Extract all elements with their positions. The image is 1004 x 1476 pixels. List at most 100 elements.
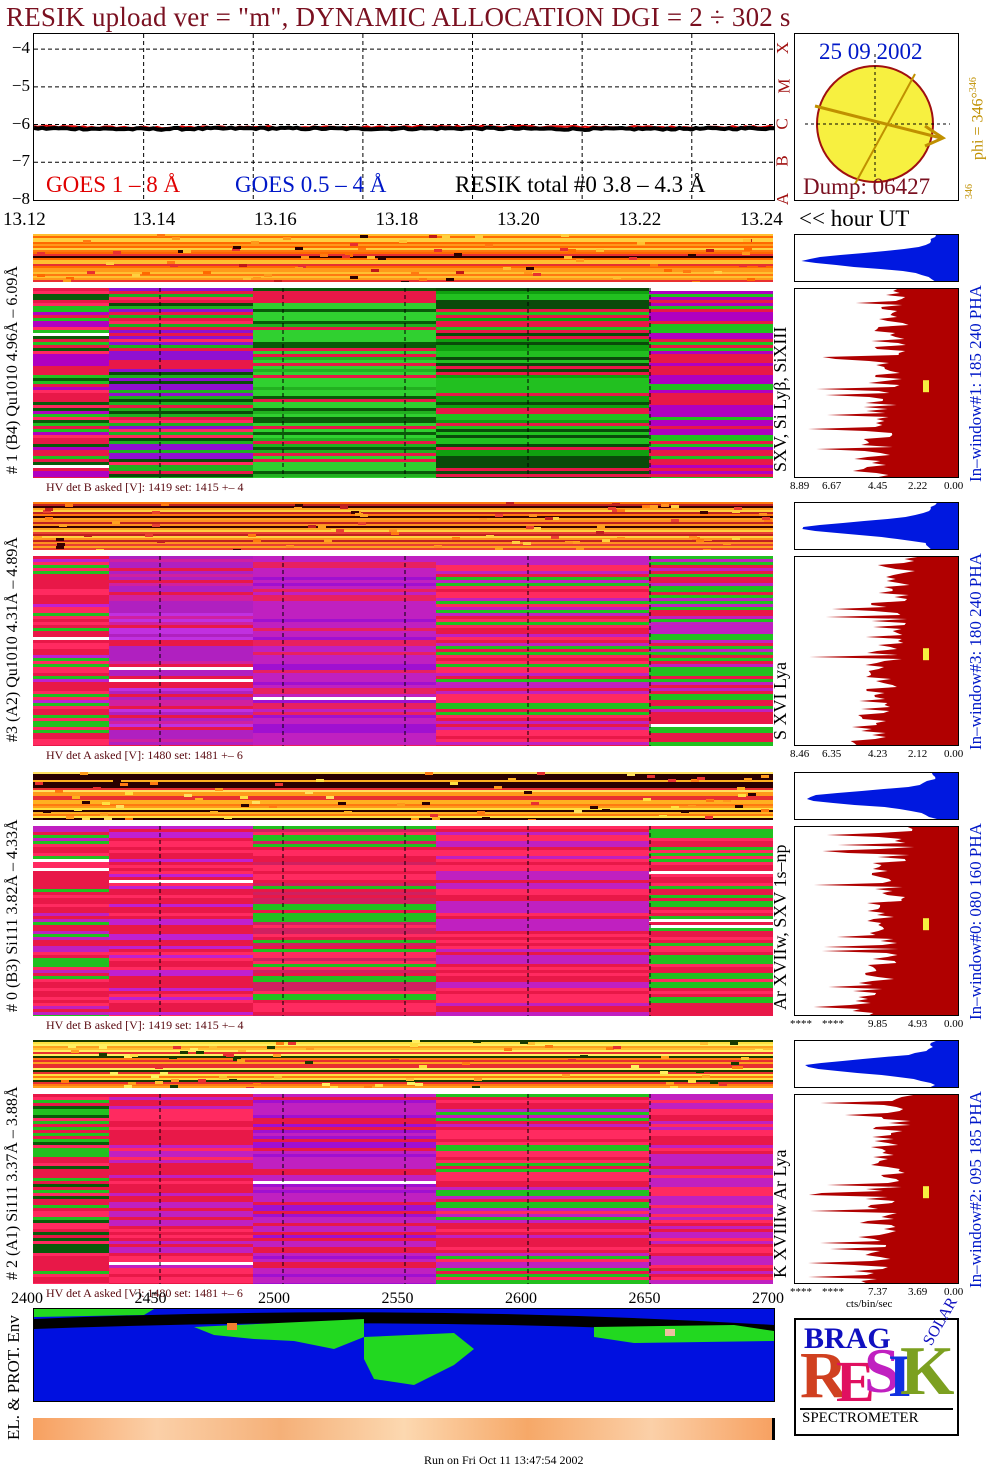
spectrogram-row bbox=[33, 1274, 109, 1277]
spectrogram-row bbox=[33, 1172, 109, 1175]
spectrum-cell bbox=[104, 817, 112, 820]
spectrogram-row bbox=[33, 832, 109, 835]
spectrogram-row bbox=[649, 958, 773, 961]
spectrogram-row bbox=[33, 1184, 109, 1187]
spectrum-cell bbox=[294, 507, 302, 510]
spectrum-row bbox=[33, 798, 773, 800]
spectrum-cell bbox=[520, 1041, 528, 1044]
spectrum-cell bbox=[35, 774, 43, 777]
spectrogram-row bbox=[33, 679, 109, 682]
spectrogram-row bbox=[649, 408, 773, 411]
spectrogram-row bbox=[649, 898, 773, 901]
spectrogram-row bbox=[253, 907, 436, 910]
spectrogram-row bbox=[33, 847, 109, 850]
spectrogram-row bbox=[436, 850, 649, 853]
spectrogram-row bbox=[649, 300, 773, 303]
env-tick-label: 2400 bbox=[11, 1290, 43, 1307]
detector-label: # 1 (B4) Qu1010 4.96Å – 6.09Å bbox=[4, 266, 21, 474]
spectrogram-row bbox=[33, 883, 109, 886]
spectrum-cell bbox=[167, 261, 175, 264]
spectrum-cell bbox=[494, 786, 502, 789]
env-panel bbox=[33, 1308, 775, 1402]
spectrogram-row bbox=[33, 1106, 109, 1109]
spectrogram-row bbox=[109, 949, 253, 952]
spectrogram-row bbox=[253, 471, 436, 474]
spectrogram-row bbox=[33, 895, 109, 898]
spectral-lines-label: SXV, Si Lyβ, SiXIII bbox=[770, 326, 790, 472]
spectrogram-row bbox=[253, 880, 436, 883]
spectrum-cell bbox=[170, 264, 178, 267]
in-window-label: In–window#2: 095 185 PHA bbox=[966, 1091, 985, 1288]
spectrogram-row bbox=[649, 447, 773, 450]
spectrogram-row bbox=[649, 712, 773, 715]
spectrogram-row bbox=[253, 1000, 436, 1003]
spectrum-cell bbox=[650, 505, 658, 508]
spectrogram-row bbox=[253, 970, 436, 973]
spectrogram-row bbox=[436, 351, 649, 354]
env-tick-label: 2500 bbox=[258, 1290, 290, 1307]
spectrogram-row bbox=[253, 393, 436, 396]
spectrogram-row bbox=[253, 874, 436, 877]
spectrogram-row bbox=[109, 739, 253, 742]
spectrum-cell bbox=[666, 1082, 674, 1085]
spectrogram-row bbox=[33, 601, 109, 604]
spectrogram-row bbox=[436, 369, 649, 372]
spectrogram-row bbox=[436, 724, 649, 727]
spectrogram-row bbox=[109, 898, 253, 901]
spectrogram-row bbox=[109, 453, 253, 456]
spectrogram-row bbox=[33, 1247, 109, 1250]
spectrogram-row bbox=[109, 565, 253, 568]
spectrogram-row bbox=[649, 937, 773, 940]
spectrogram-row bbox=[33, 628, 109, 631]
spectrogram-row bbox=[649, 967, 773, 970]
spectrogram-row bbox=[436, 1256, 649, 1259]
spectrum-cell bbox=[63, 279, 71, 282]
spectrogram-row bbox=[253, 306, 436, 309]
spectrum-cell bbox=[170, 1085, 178, 1088]
spectrogram-row bbox=[109, 649, 253, 652]
spectrogram-row bbox=[649, 1205, 773, 1208]
detector-time-spectrogram bbox=[33, 556, 773, 746]
spectrogram-row bbox=[33, 1253, 109, 1256]
spectrogram-row bbox=[253, 339, 436, 342]
spectrogram-row bbox=[33, 664, 109, 667]
spectrogram-row bbox=[649, 604, 773, 607]
spectrum-cell bbox=[744, 248, 752, 251]
spectrum-cell bbox=[650, 264, 658, 267]
spectrogram-row bbox=[649, 646, 773, 649]
spectrogram-row bbox=[649, 994, 773, 997]
spectrum-cell bbox=[210, 811, 218, 814]
spectrogram-row bbox=[109, 435, 253, 438]
spectrogram-row bbox=[109, 288, 253, 291]
spectrogram-row bbox=[649, 1169, 773, 1172]
detector-label: #3 (A2) Qu1010 4.31Å – 4.89Å bbox=[4, 537, 21, 742]
spectrogram-row bbox=[253, 964, 436, 967]
logo-caption: SPECTROMETER bbox=[802, 1410, 919, 1426]
spectrogram-row bbox=[436, 673, 649, 676]
spectrogram-row bbox=[33, 565, 109, 568]
spectrogram-row bbox=[436, 685, 649, 688]
spectrogram-row bbox=[649, 345, 773, 348]
spectrogram-row bbox=[33, 745, 109, 746]
spectrum-cell bbox=[526, 526, 534, 529]
spectrum-cell bbox=[160, 1072, 168, 1075]
spectrogram-row bbox=[33, 342, 109, 345]
spectrogram-row bbox=[436, 664, 649, 667]
spectrogram-row bbox=[253, 637, 436, 640]
spectrum-cell bbox=[748, 793, 756, 796]
logo-word-brag: BRAG bbox=[804, 1322, 891, 1355]
spectrum-cell bbox=[537, 772, 545, 775]
spectrogram-row bbox=[33, 1139, 109, 1142]
spectrum-cell bbox=[702, 1075, 710, 1078]
spectrogram-row bbox=[436, 453, 649, 456]
spectrum-cell bbox=[411, 818, 419, 820]
spectrogram-row bbox=[649, 709, 773, 712]
spectrogram-row bbox=[33, 300, 109, 303]
spectrogram-row bbox=[109, 1003, 253, 1006]
spectrogram-row bbox=[649, 1012, 773, 1015]
spectrogram-row bbox=[253, 919, 436, 922]
spectrogram-row bbox=[109, 712, 253, 715]
spectrogram-row bbox=[436, 471, 649, 474]
spectrogram-row bbox=[436, 324, 649, 327]
spectrogram-row bbox=[33, 417, 109, 420]
